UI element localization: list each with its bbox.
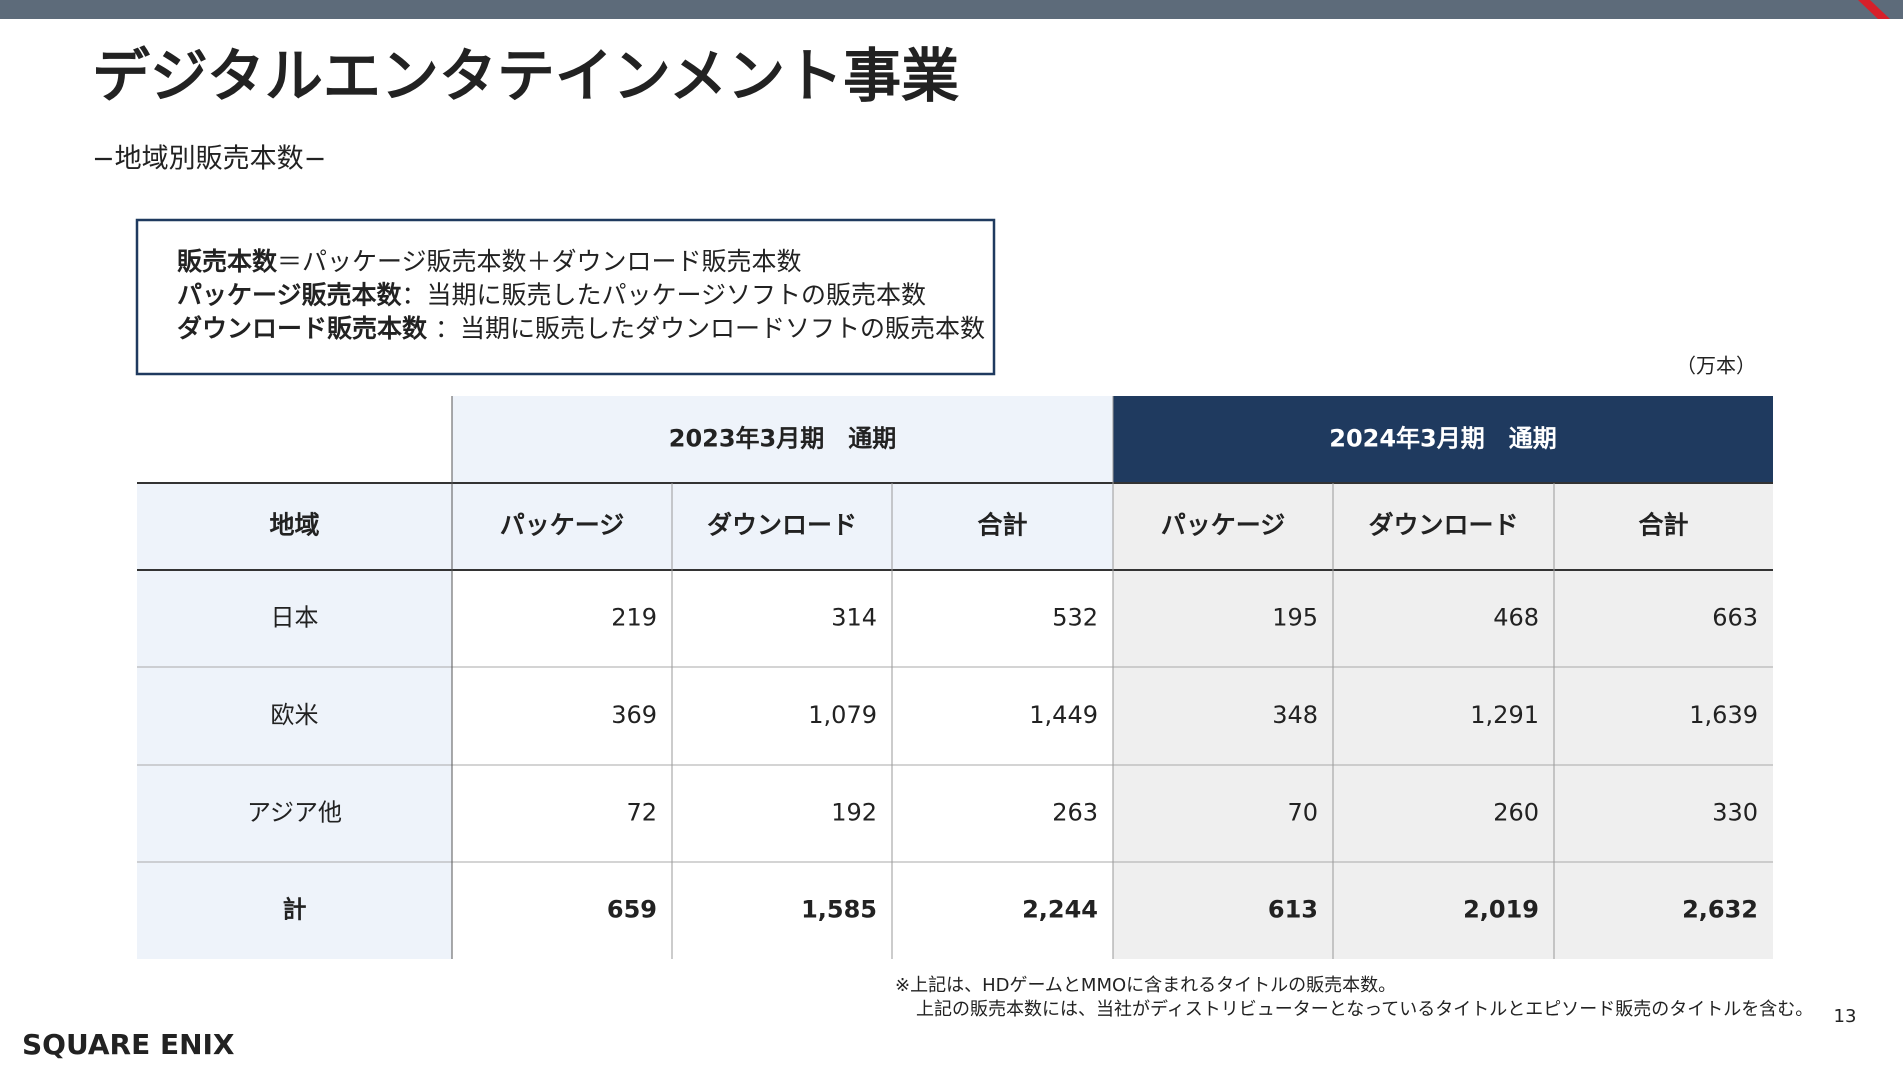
- period-header: 2024年3月期 通期: [1329, 425, 1557, 453]
- unit: （万本）: [1676, 354, 1756, 378]
- column-header-cell: [892, 483, 1113, 570]
- table-cell: [137, 570, 452, 667]
- table-value: 659: [607, 896, 657, 924]
- table-cell: [1333, 765, 1554, 862]
- row-label: 計: [283, 896, 307, 924]
- table-cell: [137, 765, 452, 862]
- table-value: 260: [1493, 799, 1539, 827]
- table-cell: [1554, 570, 1773, 667]
- column-header-cell: [1113, 483, 1333, 570]
- table-value: 468: [1493, 604, 1539, 632]
- table-cell: [137, 667, 452, 765]
- title: デジタルエンタテインメント事業: [92, 42, 959, 110]
- period-header-cell: [452, 396, 1113, 483]
- table-value: 1,585: [801, 896, 877, 924]
- logo: SQUARE ENIX: [22, 1028, 235, 1061]
- table-cell: [1113, 765, 1333, 862]
- table-value: 314: [831, 604, 877, 632]
- table-cell: [1113, 862, 1333, 959]
- column-header: パッケージ: [1161, 511, 1286, 540]
- footnote: ※上記は、HDゲームとMMOに含まれるタイトルの販売本数。: [895, 975, 1396, 996]
- footnote: 上記の販売本数には、当社がディストリビューターとなっているタイトルとエピソード販…: [916, 999, 1813, 1020]
- column-header: パッケージ: [500, 511, 625, 540]
- column-header: 地域: [269, 511, 319, 540]
- column-header-cell: [137, 483, 452, 570]
- table-value: 348: [1272, 701, 1318, 729]
- definition-text: ＝パッケージ販売本数＋ダウンロード販売本数: [277, 247, 802, 276]
- table-cell: [1113, 667, 1333, 765]
- table-cell: [1333, 570, 1554, 667]
- column-header-cell: [672, 483, 892, 570]
- definition-text: ：当期に販売したパッケージソフトの販売本数: [402, 281, 927, 310]
- table-value: 2,632: [1682, 896, 1758, 924]
- period-header: 2023年3月期 通期: [669, 425, 897, 453]
- table-value: 330: [1712, 799, 1758, 827]
- corner-accent: [1858, 0, 1890, 19]
- table-value: 70: [1287, 799, 1318, 827]
- definition-line: パッケージ販売本数：当期に販売したパッケージソフトの販売本数: [177, 281, 926, 310]
- definition-term: ダウンロード販売本数: [177, 314, 428, 343]
- table-value: 663: [1712, 604, 1758, 632]
- table-value: 2,244: [1022, 896, 1098, 924]
- top-bar: [0, 0, 1903, 19]
- table-cell: [1333, 862, 1554, 959]
- table-value: 1,291: [1470, 701, 1539, 729]
- page-number: 13: [1834, 1006, 1857, 1027]
- table-cell: [1333, 667, 1554, 765]
- table-cell: [1554, 862, 1773, 959]
- column-header: ダウンロード: [707, 511, 857, 540]
- column-header: 合計: [977, 511, 1027, 540]
- table-value: 1,449: [1029, 701, 1098, 729]
- table-cell: [1554, 765, 1773, 862]
- table-cell: [137, 862, 452, 959]
- definition-line: ダウンロード販売本数 ：当期に販売したダウンロードソフトの販売本数: [177, 314, 985, 343]
- column-header-cell: [1333, 483, 1554, 570]
- definition-term: パッケージ販売本数: [177, 281, 403, 310]
- table-cell: [1113, 570, 1333, 667]
- row-label: 欧米: [271, 701, 319, 729]
- table-value: 532: [1052, 604, 1098, 632]
- table-value: 195: [1272, 604, 1318, 632]
- table-value: 192: [831, 799, 877, 827]
- table-value: 263: [1052, 799, 1098, 827]
- row-label: 日本: [271, 604, 319, 632]
- column-header-cell: [452, 483, 672, 570]
- table-value: 1,639: [1689, 701, 1758, 729]
- table-value: 369: [611, 701, 657, 729]
- definition-line: 販売本数＝パッケージ販売本数＋ダウンロード販売本数: [177, 247, 802, 276]
- period-header-cell: [1113, 396, 1773, 483]
- row-label: アジア他: [247, 799, 342, 827]
- column-header: 合計: [1638, 511, 1688, 540]
- column-header-cell: [1554, 483, 1773, 570]
- table-cell: [1554, 667, 1773, 765]
- definition-text: ：当期に販売したダウンロードソフトの販売本数: [427, 314, 985, 343]
- table-value: 2,019: [1463, 896, 1539, 924]
- subtitle: −地域別販売本数−: [92, 144, 326, 175]
- table-value: 1,079: [808, 701, 877, 729]
- column-header: ダウンロード: [1368, 511, 1518, 540]
- table-value: 219: [611, 604, 657, 632]
- definition-box: [135, 218, 996, 376]
- definition-term: 販売本数: [177, 247, 278, 276]
- table-value: 613: [1268, 896, 1318, 924]
- table-value: 72: [626, 799, 657, 827]
